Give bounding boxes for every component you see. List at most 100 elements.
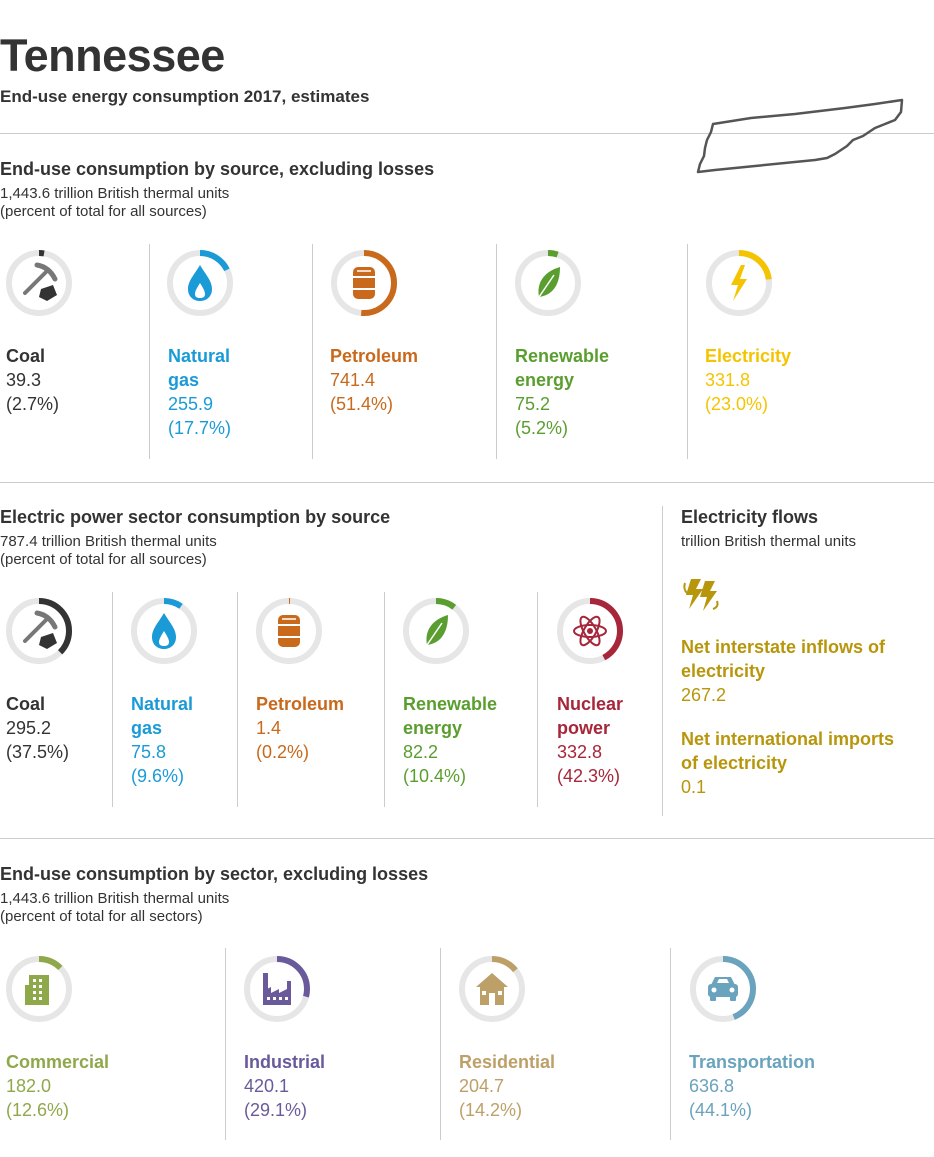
enduse-petroleum-name: Petroleum [330,346,419,366]
factory-icon [263,973,291,1005]
power-petroleum-percent: (0.2%) [256,742,310,762]
divider [237,592,238,807]
enduse-natural-gas-name: Natural [168,346,231,366]
enduse-coal-label: Coal 39.3 (2.7%) [6,344,59,416]
power-nuclear-power-name: Nuclear [557,694,624,714]
power-nuclear-power-percent: (42.3%) [557,766,621,786]
enduse-petroleum-percent: (51.4%) [330,394,394,414]
sector-transportation-value: 636.8 [689,1076,735,1096]
power-petroleum-donut [256,598,322,664]
enduse-electricity-percent: (23.0%) [705,394,769,414]
enduse-electricity-label: Electricity 331.8 (23.0%) [705,344,791,416]
enduse-renewable-energy-name: Renewable [515,346,610,366]
power-nuclear-power-label: Nuclear power 332.8 (42.3%) [557,692,623,788]
enduse-natural-gas-donut [167,250,233,316]
power-natural-gas-donut [131,598,197,664]
flame-icon [188,265,212,301]
sector-industrial-donut [244,956,310,1022]
sector-industrial-label: Industrial 420.1 (29.1%) [244,1050,325,1122]
power-renewable-energy-value: 82.2 [403,742,439,762]
divider [149,244,150,459]
page-subtitle: End-use energy consumption 2017, estimat… [0,87,370,106]
sector-commercial-value: 182.0 [6,1076,52,1096]
enduse-coal-percent: (2.7%) [6,394,60,414]
power-coal-percent: (37.5%) [6,742,70,762]
section2-note: (percent of total for all sources) [0,551,207,568]
lightning-icon [731,265,747,301]
sector-transportation-label: Transportation 636.8 (44.1%) [689,1050,815,1122]
enduse-natural-gas-value: 255.9 [168,394,214,414]
section1-note: (percent of total for all sources) [0,203,207,220]
enduse-coal-donut-arc [6,250,72,316]
section2-units: 787.4 trillion British thermal units [0,533,217,550]
sector-residential-donut [459,956,525,1022]
power-nuclear-power-donut [557,598,623,664]
flow-interstate-label-1: Net interstate inflows of [681,637,886,657]
enduse-coal-donut-track [6,250,72,316]
power-natural-gas-percent: (9.6%) [131,766,185,786]
section1-title: End-use consumption by source, excluding… [0,159,435,179]
flow-interstate-value: 267.2 [681,685,727,705]
sector-industrial-percent: (29.1%) [244,1100,308,1120]
sector-residential-label: Residential 204.7 (14.2%) [459,1050,555,1122]
enduse-petroleum-label: Petroleum 741.4 (51.4%) [330,344,418,416]
sector-residential-name: Residential [459,1052,556,1072]
power-natural-gas-name: Natural [131,694,194,714]
power-natural-gas-value: 75.8 [131,742,167,762]
enduse-petroleum-donut-arc [331,250,397,316]
section2-title: Electric power sector consumption by sou… [0,507,391,527]
power-nuclear-power-value: 332.8 [557,742,603,762]
sector-transportation-percent: (44.1%) [689,1100,753,1120]
enduse-renewable-energy-donut [515,250,581,316]
sector-transportation-name: Transportation [689,1052,816,1072]
sector-commercial-donut [6,956,72,1022]
enduse-renewable-energy-label: Renewable energy 75.2 (5.2%) [515,344,609,440]
section3-units: 1,443.6 trillion British thermal units [0,890,230,907]
flow-international-label-2: of electricity [681,753,788,773]
divider [537,592,538,807]
enduse-coal-name: Coal [6,346,46,366]
enduse-petroleum-value: 741.4 [330,370,376,390]
enduse-natural-gas-label: Natural gas 255.9 (17.7%) [168,344,231,440]
divider [225,948,226,1140]
enduse-natural-gas-name-line2: gas [168,370,200,390]
building-icon [25,975,49,1005]
enduse-renewable-energy-value: 75.2 [515,394,551,414]
sector-industrial-value: 420.1 [244,1076,290,1096]
sector-commercial-percent: (12.6%) [6,1100,70,1120]
page-title: Tennessee [0,30,225,81]
sector-residential-percent: (14.2%) [459,1100,523,1120]
sector-transportation-donut-arc [690,956,756,1022]
house-icon [476,973,508,1005]
sector-commercial-donut-arc [6,956,72,1022]
coal-icon [23,262,58,301]
sector-residential-donut-arc [459,956,525,1022]
power-renewable-energy-donut-arc [403,598,469,664]
sector-industrial-name: Industrial [244,1052,326,1072]
tennessee-map-icon [696,98,904,174]
sector-commercial-label: Commercial 182.0 (12.6%) [6,1050,109,1122]
power-renewable-energy-label: Renewable energy 82.2 (10.4%) [403,692,497,788]
sector-transportation-donut [690,956,756,1022]
power-natural-gas-donut-arc [131,598,197,664]
enduse-coal-donut [6,250,72,316]
sector-industrial-donut-arc [244,956,310,1022]
divider [662,506,663,816]
power-renewable-energy-percent: (10.4%) [403,766,467,786]
section1-units: 1,443.6 trillion British thermal units [0,185,230,202]
flows-units: trillion British thermal units [681,533,857,550]
leaf-icon [426,615,448,646]
power-nuclear-power-donut-arc [557,598,623,664]
sector-residential-value: 204.7 [459,1076,505,1096]
power-renewable-energy-donut [403,598,469,664]
divider [0,838,934,839]
divider [384,592,385,807]
power-coal-name: Coal [6,694,46,714]
car-icon [708,977,738,1001]
power-coal-value: 295.2 [6,718,52,738]
enduse-coal-value: 39.3 [6,370,42,390]
section3-note: (percent of total for all sectors) [0,908,203,925]
power-renewable-energy-name-line2: energy [403,718,463,738]
enduse-natural-gas-percent: (17.7%) [168,418,232,438]
enduse-electricity-donut [706,250,772,316]
